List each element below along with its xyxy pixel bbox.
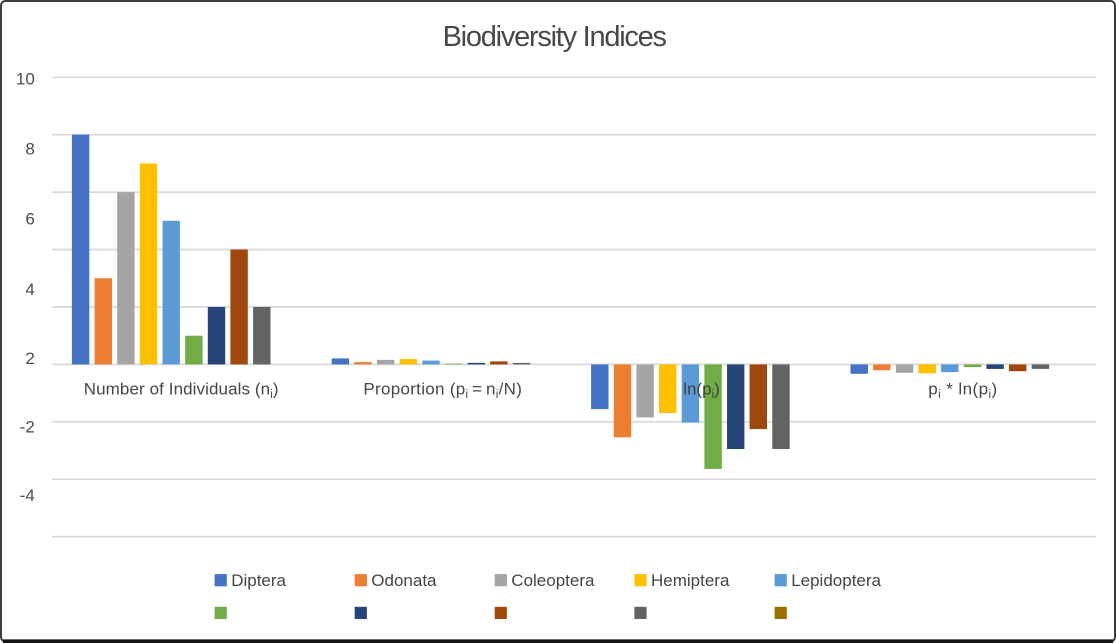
svg-text:pi * ln(pi): pi * ln(pi) (928, 380, 997, 401)
svg-text:4: 4 (25, 280, 34, 299)
svg-text:8: 8 (25, 140, 34, 159)
svg-text:Diptera: Diptera (231, 571, 286, 590)
svg-text:2: 2 (25, 349, 34, 368)
svg-text:-4: -4 (20, 486, 35, 505)
svg-text:10: 10 (16, 69, 35, 88)
svg-text:Lepidoptera: Lepidoptera (791, 571, 881, 590)
svg-text:Proportion (pi = ni/N): Proportion (pi = ni/N) (363, 380, 522, 401)
svg-text:Coleoptera: Coleoptera (511, 571, 595, 590)
svg-text:ln(pi): ln(pi) (683, 380, 720, 401)
svg-text:6: 6 (25, 210, 34, 229)
svg-text:Number of Individuals (ni): Number of Individuals (ni) (84, 380, 279, 401)
svg-text:Odonata: Odonata (371, 571, 437, 590)
svg-text:Hemiptera: Hemiptera (651, 571, 730, 590)
svg-text:-2: -2 (20, 417, 35, 436)
svg-text:Biodiversity Indices: Biodiversity Indices (443, 21, 667, 53)
